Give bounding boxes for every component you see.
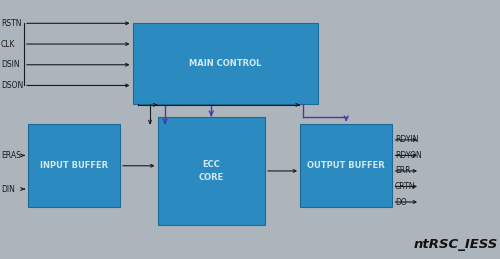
Text: CRTN: CRTN (395, 182, 415, 191)
Text: INPUT BUFFER: INPUT BUFFER (40, 161, 108, 170)
Text: OUTPUT BUFFER: OUTPUT BUFFER (308, 161, 385, 170)
Text: RDYIN: RDYIN (395, 135, 418, 144)
Text: DO: DO (395, 198, 406, 206)
FancyBboxPatch shape (132, 23, 318, 104)
Text: CLK: CLK (1, 40, 15, 48)
FancyBboxPatch shape (300, 124, 392, 207)
Text: ERR: ERR (395, 167, 410, 175)
FancyBboxPatch shape (158, 117, 265, 225)
Text: MAIN CONTROL: MAIN CONTROL (189, 59, 261, 68)
Text: RDYON: RDYON (395, 151, 421, 160)
FancyBboxPatch shape (28, 124, 120, 207)
Text: ERAS: ERAS (1, 151, 21, 160)
Text: DSON: DSON (1, 81, 23, 90)
Text: DSIN: DSIN (1, 60, 20, 69)
Text: ntRSC_IESS: ntRSC_IESS (413, 238, 498, 251)
Text: DIN: DIN (1, 185, 15, 193)
Text: RSTN: RSTN (1, 19, 21, 28)
Text: ECC
CORE: ECC CORE (198, 160, 224, 182)
